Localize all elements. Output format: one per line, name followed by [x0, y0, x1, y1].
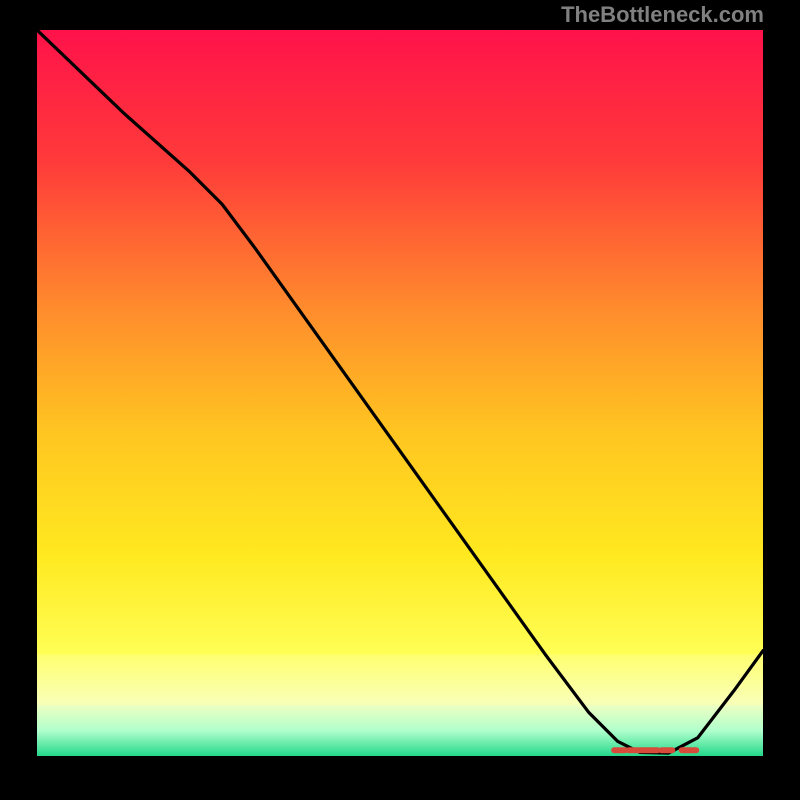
plot-area [37, 30, 763, 756]
gradient-background [37, 30, 763, 756]
highlight-band [37, 654, 763, 705]
chart-svg [0, 0, 800, 800]
chart-root: TheBottleneck.com [0, 0, 800, 800]
